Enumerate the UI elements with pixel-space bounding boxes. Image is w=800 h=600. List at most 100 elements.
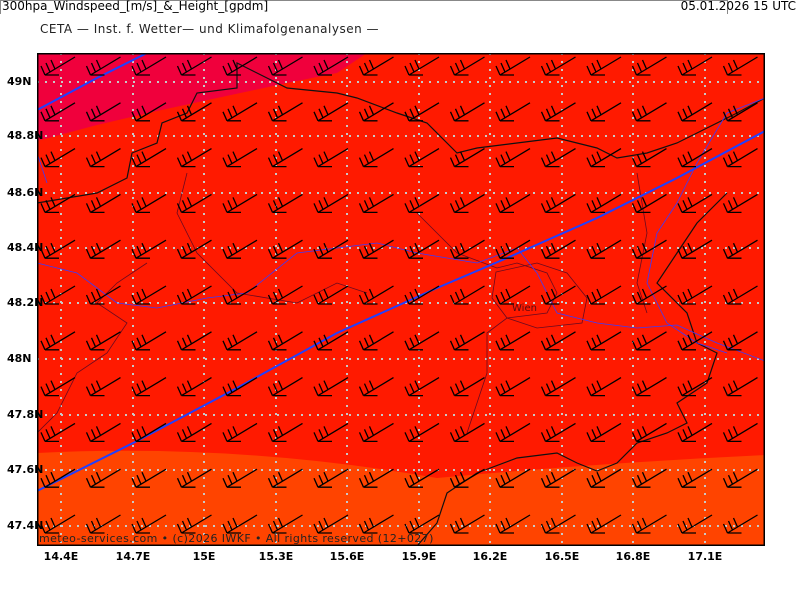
wind-barb bbox=[267, 148, 303, 168]
wind-barb bbox=[404, 331, 440, 351]
subtitle-bar: 300hpa_Windspeed_[m/s]_&_Height_[gpdm] 0… bbox=[0, 0, 796, 14]
wind-barb bbox=[131, 331, 167, 351]
wind-barb bbox=[722, 377, 758, 397]
lat-label: 49N bbox=[7, 75, 32, 88]
wind-barb bbox=[586, 148, 622, 168]
wind-barb bbox=[404, 193, 440, 214]
wind-barb bbox=[358, 331, 394, 351]
wind-barb bbox=[586, 56, 622, 76]
wind-barb bbox=[176, 56, 212, 76]
wind-barb bbox=[586, 193, 622, 214]
wind-barb bbox=[267, 377, 303, 397]
wind-barb bbox=[358, 468, 394, 488]
wind-barb bbox=[131, 193, 167, 214]
wind-barb bbox=[722, 422, 758, 443]
wind-barb bbox=[540, 148, 576, 168]
wind-barb bbox=[677, 239, 713, 259]
wind-barb bbox=[176, 193, 212, 214]
wind-barb bbox=[722, 102, 758, 122]
wind-barb bbox=[222, 148, 258, 168]
wind-barb bbox=[449, 193, 485, 214]
wind-barb bbox=[40, 331, 76, 351]
wind-barb bbox=[540, 285, 576, 305]
wind-barb bbox=[85, 422, 121, 443]
wind-barb bbox=[313, 193, 349, 214]
wind-barb bbox=[358, 193, 394, 214]
wind-barb bbox=[631, 422, 667, 443]
wind-barb bbox=[722, 239, 758, 259]
wind-barb bbox=[222, 285, 258, 305]
wind-barb bbox=[40, 56, 76, 76]
wind-barb bbox=[449, 239, 485, 259]
wind-barb bbox=[586, 285, 622, 305]
wind-barb bbox=[40, 193, 76, 214]
wind-barb bbox=[131, 514, 167, 534]
wind-barb bbox=[677, 331, 713, 351]
parameter-label: 300hpa_Windspeed_[m/s]_&_Height_[gpdm] bbox=[2, 0, 269, 13]
wind-barb bbox=[176, 468, 212, 488]
wind-barb bbox=[540, 468, 576, 488]
wind-barb bbox=[677, 285, 713, 305]
wind-barb bbox=[677, 102, 713, 122]
wind-barb bbox=[495, 239, 531, 259]
wind-barb bbox=[631, 148, 667, 168]
lon-label: 17.1E bbox=[687, 550, 723, 563]
wind-barb bbox=[40, 514, 76, 534]
wind-barb bbox=[131, 422, 167, 443]
wind-barb bbox=[267, 56, 303, 76]
wind-barb bbox=[40, 148, 76, 168]
wind-barb bbox=[449, 422, 485, 443]
lon-label: 14.4E bbox=[43, 550, 79, 563]
wind-barb bbox=[85, 148, 121, 168]
wind-barb bbox=[404, 56, 440, 76]
lat-label: 47.8N bbox=[7, 408, 44, 421]
wind-barb bbox=[131, 239, 167, 259]
wind-barb bbox=[540, 239, 576, 259]
wind-barb bbox=[404, 468, 440, 488]
lon-label: 14.7E bbox=[115, 550, 151, 563]
wind-barb bbox=[267, 331, 303, 351]
wind-barb bbox=[404, 102, 440, 122]
wind-barb bbox=[176, 422, 212, 443]
wind-barb bbox=[495, 422, 531, 443]
lon-label: 16.5E bbox=[544, 550, 580, 563]
wind-barb bbox=[131, 56, 167, 76]
wind-barb bbox=[631, 193, 667, 214]
wind-barb bbox=[267, 239, 303, 259]
lon-label: 15.3E bbox=[258, 550, 294, 563]
city-label-wien: Wien bbox=[512, 303, 537, 314]
weather-map: Wien bbox=[37, 53, 765, 546]
wind-barb bbox=[449, 285, 485, 305]
wind-barb bbox=[677, 422, 713, 443]
wind-barb bbox=[267, 193, 303, 214]
state-borders bbox=[37, 172, 648, 434]
wind-barb bbox=[404, 148, 440, 168]
wind-barb bbox=[540, 56, 576, 76]
wind-barb bbox=[722, 285, 758, 305]
wind-barb bbox=[131, 285, 167, 305]
wind-barb bbox=[404, 239, 440, 259]
wind-barb bbox=[222, 331, 258, 351]
wind-barb bbox=[85, 239, 121, 259]
lat-label: 48.4N bbox=[7, 241, 44, 254]
wind-barb bbox=[313, 148, 349, 168]
wind-barb bbox=[313, 422, 349, 443]
windspeed-low-field bbox=[37, 450, 765, 546]
wind-barb bbox=[631, 285, 667, 305]
wind-barb bbox=[313, 239, 349, 259]
wind-barb bbox=[176, 148, 212, 168]
wind-barb bbox=[313, 102, 349, 122]
wind-barb bbox=[722, 193, 758, 214]
wind-barb bbox=[85, 285, 121, 305]
wind-barb bbox=[495, 377, 531, 397]
valid-time: 05.01.2026 15 UTC bbox=[680, 0, 796, 13]
wind-barb bbox=[313, 377, 349, 397]
wind-barb bbox=[495, 148, 531, 168]
wind-barb bbox=[404, 285, 440, 305]
wind-barb bbox=[176, 239, 212, 259]
wind-barb bbox=[222, 239, 258, 259]
wind-barb bbox=[40, 102, 76, 122]
wind-barb bbox=[677, 148, 713, 168]
wind-barb bbox=[40, 377, 76, 397]
wind-barb bbox=[313, 468, 349, 488]
